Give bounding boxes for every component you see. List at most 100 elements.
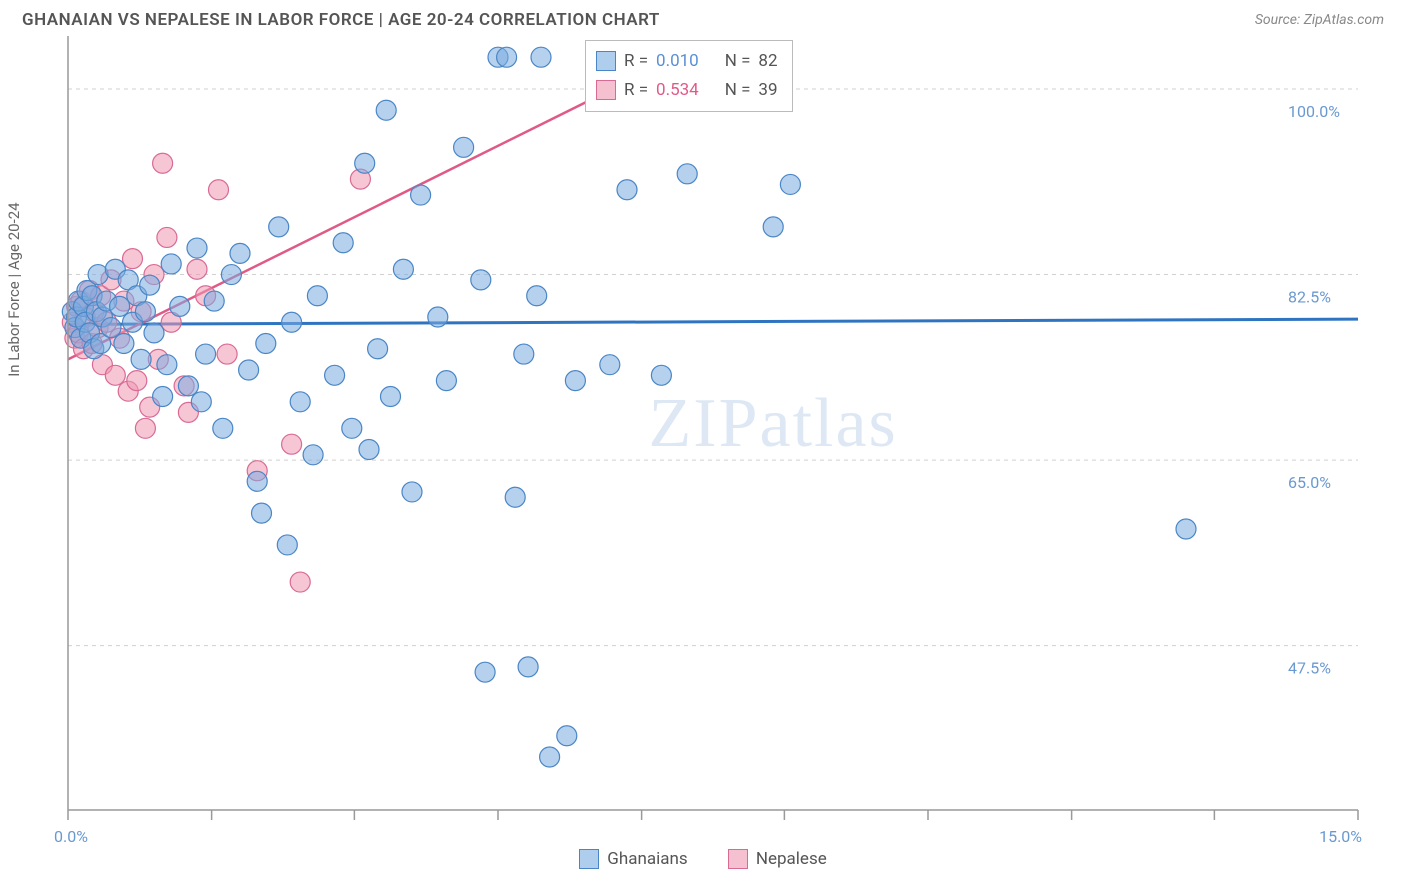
data-point-ghanaians (402, 482, 422, 502)
stats-legend: R = 0.010 N = 82 R = 0.534 N = 39 (585, 40, 793, 112)
data-point-ghanaians (325, 365, 345, 385)
data-point-ghanaians (140, 275, 160, 295)
data-point-ghanaians (475, 662, 495, 682)
data-point-ghanaians (282, 312, 302, 332)
data-point-ghanaians (531, 47, 551, 67)
data-point-ghanaians (497, 47, 517, 67)
data-point-nepalese (153, 153, 173, 173)
data-point-ghanaians (269, 217, 289, 237)
y-tick-label: 47.5% (1288, 659, 1331, 678)
data-point-ghanaians (454, 137, 474, 157)
y-tick-label: 65.0% (1288, 473, 1331, 492)
data-point-ghanaians (239, 360, 259, 380)
data-point-ghanaians (252, 503, 272, 523)
data-point-ghanaians (230, 243, 250, 263)
data-point-nepalese (123, 249, 143, 269)
data-point-ghanaians (101, 318, 121, 338)
data-point-ghanaians (376, 100, 396, 120)
data-point-nepalese (217, 344, 237, 364)
data-point-ghanaians (114, 333, 134, 353)
data-point-ghanaians (540, 747, 560, 767)
swatch-blue-icon (579, 849, 599, 869)
data-point-nepalese (209, 180, 229, 200)
data-point-ghanaians (565, 371, 585, 391)
stat-n-label: N = (725, 76, 751, 105)
data-point-ghanaians (471, 270, 491, 290)
trend-line-ghanaians (68, 319, 1358, 324)
data-point-ghanaians (333, 233, 353, 253)
chart-container: In Labor Force | Age 20-24 47.5%65.0%82.… (20, 36, 1386, 874)
data-point-ghanaians (178, 376, 198, 396)
data-point-nepalese (105, 365, 125, 385)
data-point-ghanaians (342, 418, 362, 438)
data-point-ghanaians (187, 238, 207, 258)
data-point-ghanaians (153, 386, 173, 406)
swatch-pink-icon (728, 849, 748, 869)
data-point-ghanaians (411, 185, 431, 205)
stats-row-nepalese: R = 0.534 N = 39 (596, 76, 778, 105)
series-legend: Ghanaians Nepalese (20, 849, 1386, 874)
scatter-chart: 47.5% 65.0% 82.5% 100.0% 0.0% 15.0% (20, 36, 1386, 874)
data-point-ghanaians (514, 344, 534, 364)
stat-r-label: R = (624, 76, 648, 105)
stat-r-nepalese: 0.534 (656, 76, 699, 105)
data-point-ghanaians (763, 217, 783, 237)
y-tick-label: 100.0% (1288, 102, 1340, 121)
data-point-ghanaians (307, 286, 327, 306)
stat-n-label: N = (725, 47, 751, 76)
data-point-ghanaians (651, 365, 671, 385)
swatch-pink-icon (596, 80, 616, 100)
data-point-ghanaians (196, 344, 216, 364)
data-point-ghanaians (157, 355, 177, 375)
data-point-nepalese (127, 371, 147, 391)
data-point-ghanaians (290, 392, 310, 412)
x-tick-label: 15.0% (1319, 827, 1362, 846)
data-point-ghanaians (600, 355, 620, 375)
data-point-ghanaians (557, 726, 577, 746)
data-point-ghanaians (247, 471, 267, 491)
stat-n-ghanaians: 82 (758, 47, 777, 76)
source-label: Source: ZipAtlas.com (1255, 12, 1384, 28)
legend-item-nepalese: Nepalese (728, 849, 827, 869)
data-point-ghanaians (355, 153, 375, 173)
y-axis-title: In Labor Force | Age 20-24 (5, 202, 23, 376)
data-point-nepalese (157, 227, 177, 247)
data-point-ghanaians (204, 291, 224, 311)
data-point-nepalese (135, 418, 155, 438)
data-point-ghanaians (131, 349, 151, 369)
data-point-ghanaians (277, 535, 297, 555)
data-point-ghanaians (518, 657, 538, 677)
data-point-ghanaians (359, 440, 379, 460)
data-point-ghanaians (221, 265, 241, 285)
data-point-ghanaians (677, 164, 697, 184)
data-point-ghanaians (161, 254, 181, 274)
data-point-ghanaians (428, 307, 448, 327)
legend-label-nepalese: Nepalese (756, 849, 827, 869)
swatch-blue-icon (596, 51, 616, 71)
stats-row-ghanaians: R = 0.010 N = 82 (596, 47, 778, 76)
data-point-ghanaians (505, 487, 525, 507)
x-tick-label: 0.0% (54, 827, 88, 846)
data-point-ghanaians (368, 339, 388, 359)
data-point-ghanaians (1176, 519, 1196, 539)
data-point-ghanaians (393, 259, 413, 279)
data-point-ghanaians (110, 296, 130, 316)
data-point-ghanaians (436, 371, 456, 391)
data-point-ghanaians (303, 445, 323, 465)
data-point-ghanaians (170, 296, 190, 316)
stat-r-ghanaians: 0.010 (656, 47, 699, 76)
stat-n-nepalese: 39 (758, 76, 777, 105)
stat-r-label: R = (624, 47, 648, 76)
data-point-ghanaians (135, 302, 155, 322)
y-tick-label: 82.5% (1288, 288, 1331, 307)
data-point-nepalese (290, 572, 310, 592)
data-point-nepalese (282, 434, 302, 454)
data-point-ghanaians (256, 333, 276, 353)
data-point-ghanaians (780, 174, 800, 194)
data-point-ghanaians (144, 323, 164, 343)
legend-item-ghanaians: Ghanaians (579, 849, 687, 869)
data-point-ghanaians (381, 386, 401, 406)
chart-title: GHANAIAN VS NEPALESE IN LABOR FORCE | AG… (22, 10, 660, 30)
data-point-nepalese (187, 259, 207, 279)
data-point-ghanaians (191, 392, 211, 412)
